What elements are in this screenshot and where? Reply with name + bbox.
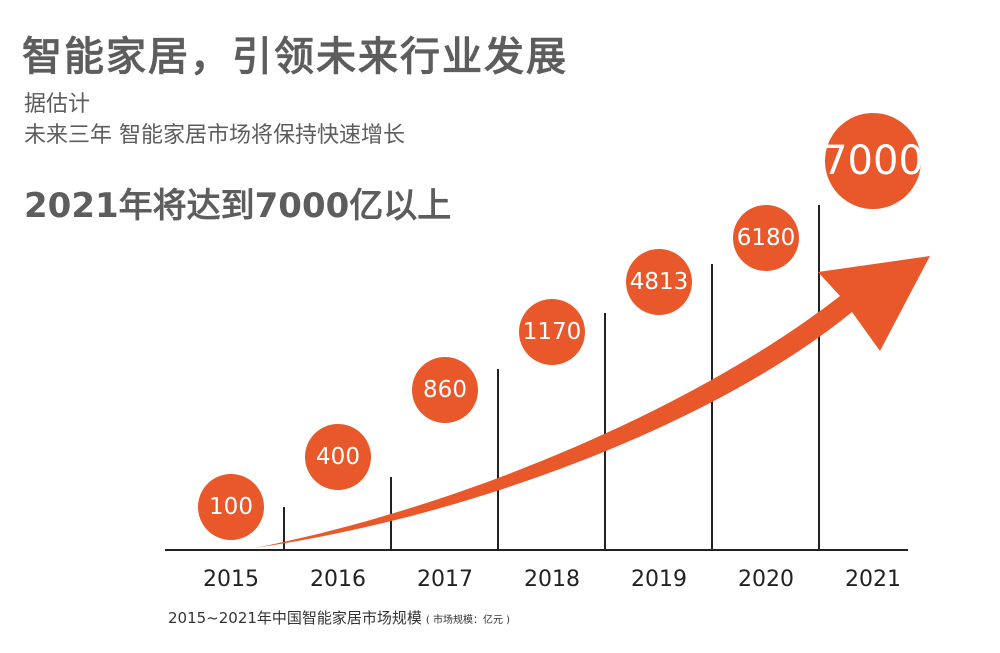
year-tick-labels: 2015 2016 2017 2018 2019 2020 2021 xyxy=(203,567,901,592)
year-label-2015: 2015 xyxy=(203,567,259,592)
value-label-2018: 1170 xyxy=(523,319,582,345)
year-label-2019: 2019 xyxy=(631,567,687,592)
value-bubble-2020 xyxy=(733,205,799,271)
value-bubble-2021 xyxy=(825,113,921,209)
value-label-2017: 860 xyxy=(423,377,467,403)
caption-text: 2015~2021年中国智能家居市场规模 xyxy=(168,609,422,627)
value-label-2020: 6180 xyxy=(737,225,796,251)
year-label-2017: 2017 xyxy=(417,567,473,592)
value-bubble-2015 xyxy=(198,474,264,540)
value-label-2021: 7000 xyxy=(822,138,924,184)
trend-arrow xyxy=(255,256,930,548)
year-label-2021: 2021 xyxy=(845,567,901,592)
value-bubble-2016 xyxy=(305,424,371,490)
subtitle-line-1: 据估计 xyxy=(24,92,91,117)
page-title: 智能家居，引领未来行业发展 xyxy=(22,34,568,80)
value-label-2016: 400 xyxy=(316,444,360,470)
year-label-2020: 2020 xyxy=(738,567,794,592)
highlight-text: 2021年将达到7000亿以上 xyxy=(24,186,452,226)
year-label-2016: 2016 xyxy=(310,567,366,592)
value-bubbles: 100 400 860 1170 4813 6180 7000 xyxy=(198,113,924,540)
chart-caption: 2015~2021年中国智能家居市场规模( 市场规模：亿元 ) xyxy=(168,607,510,628)
value-label-2019: 4813 xyxy=(630,269,689,295)
year-label-2018: 2018 xyxy=(524,567,580,592)
value-label-2015: 100 xyxy=(209,494,253,520)
caption-unit: ( 市场规模：亿元 ) xyxy=(425,615,511,626)
subtitle-line-2: 未来三年 智能家居市场将保持快速增长 xyxy=(24,123,405,148)
value-bubble-2019 xyxy=(626,249,692,315)
value-bubble-2018 xyxy=(519,299,585,365)
value-bubble-2017 xyxy=(412,357,478,423)
